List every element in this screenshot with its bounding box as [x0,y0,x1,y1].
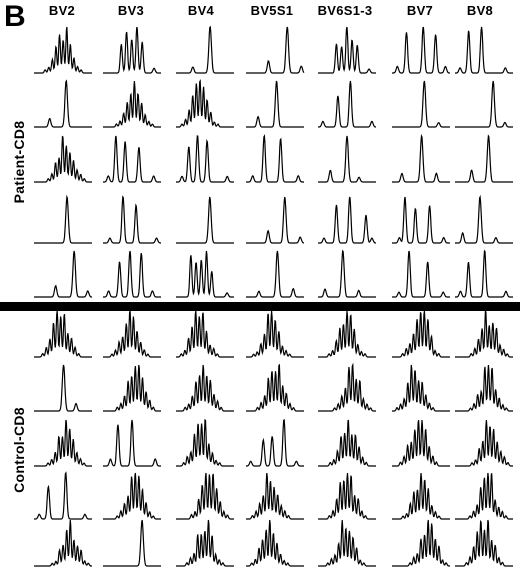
spectratype-trace [34,310,92,358]
spectratype-trace [103,250,161,298]
spectratype-trace [34,26,92,74]
spectratype-trace [246,519,304,567]
spectratype-trace [103,419,161,467]
spectratype-trace [392,519,450,567]
spectratype-trace [103,519,161,567]
spectratype-trace [246,26,305,74]
column-label-bv6s1-3: BV6S1-3 [317,3,373,18]
spectratype-trace [176,79,234,128]
spectratype-trace [246,472,304,520]
spectratype-trace [392,80,450,128]
spectratype-trace [392,250,450,298]
spectratype-trace [318,362,376,412]
spectratype-trace [392,472,450,520]
column-label-bv7: BV7 [406,3,434,18]
spectratype-trace [246,310,304,358]
spectratype-trace [176,418,234,467]
spectratype-trace [176,364,234,412]
spectratype-trace [176,519,234,567]
spectratype-trace [246,133,304,183]
spectratype-trace [392,419,450,467]
spectratype-trace [176,250,234,298]
spectratype-trace [455,80,513,128]
spectratype-trace [176,25,234,74]
spectratype-trace [318,419,376,467]
group-divider [0,302,520,311]
spectratype-trace [103,26,161,74]
spectratype-trace [318,472,376,520]
spectratype-trace [34,79,92,128]
spectratype-trace [318,196,376,244]
spectratype-trace [455,194,513,244]
spectratype-trace [455,419,513,467]
spectratype-trace [246,250,304,298]
spectratype-trace [392,310,450,358]
panel-letter: B [4,0,26,33]
spectratype-trace [176,196,234,244]
spectratype-trace [455,249,513,298]
spectratype-trace [392,26,450,74]
spectratype-trace [392,196,450,244]
spectratype-trace [176,472,234,520]
spectratype-trace [103,472,161,520]
spectratype-trace [318,80,376,128]
spectratype-trace [392,133,450,183]
column-label-bv8: BV8 [466,3,494,18]
spectratype-trace [318,135,376,183]
spectratype-trace [246,196,305,244]
spectratype-trace [455,519,513,567]
spectratype-trace [318,26,376,74]
spectratype-trace [176,135,234,183]
column-label-bv4: BV4 [187,3,215,18]
spectratype-trace [103,135,161,183]
column-label-bv3: BV3 [117,3,145,18]
spectratype-trace [246,418,304,467]
spectratype-trace [318,519,376,567]
spectratype-trace [34,471,92,520]
column-label-bv5s1: BV5S1 [250,3,294,18]
spectratype-trace [392,364,450,412]
spectratype-trace [103,310,161,358]
spectratype-trace [176,310,234,358]
spectratype-trace [34,135,92,183]
spectratype-trace [34,419,92,467]
spectratype-trace [455,310,513,358]
spectratype-trace [455,472,513,520]
spectratype-trace [246,80,304,128]
spectratype-trace [318,310,376,358]
spectratype-trace [103,195,161,244]
spectratype-trace [34,364,92,412]
spectratype-trace [455,364,513,412]
spectratype-trace [455,134,513,183]
spectratype-trace [34,519,92,567]
spectratype-trace [103,364,161,412]
column-label-bv2: BV2 [48,3,76,18]
spectratype-trace [318,249,376,298]
spectratype-trace [246,363,304,412]
spectratype-trace [455,26,513,74]
spectratype-trace [103,80,161,128]
spectratype-trace [34,250,92,298]
spectratype-trace [34,194,92,244]
